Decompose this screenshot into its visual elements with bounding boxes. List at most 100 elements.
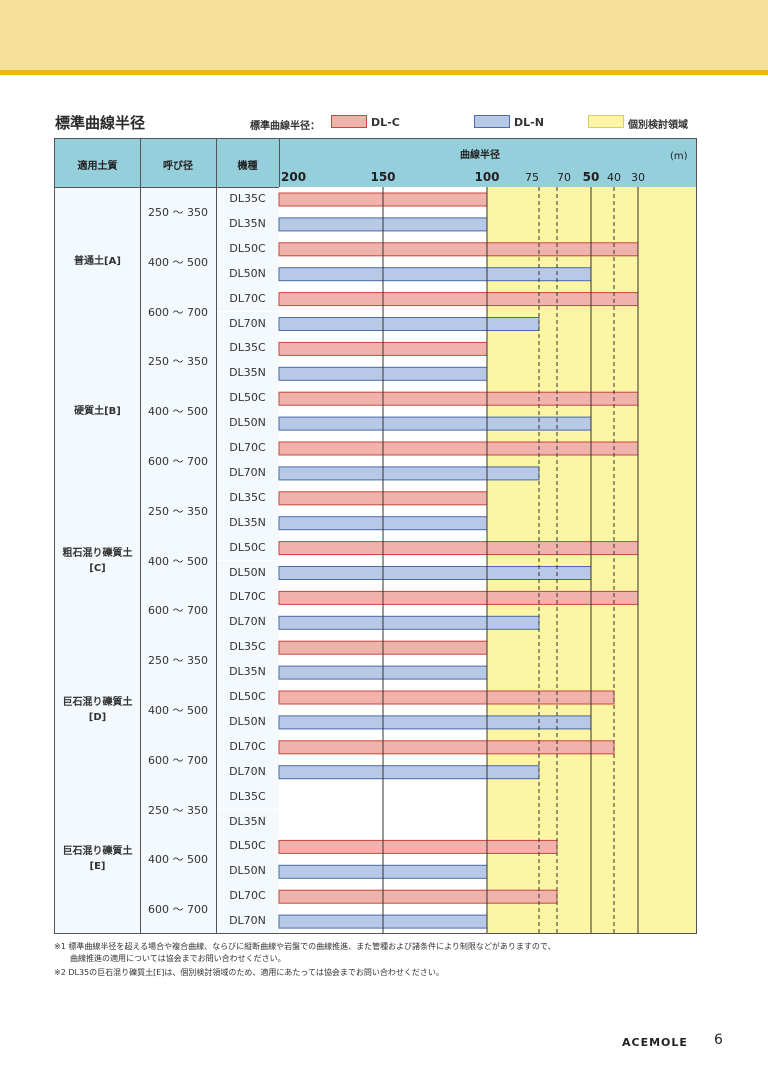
model-cell — [216, 784, 279, 810]
model-label: DL70C — [229, 590, 266, 604]
model-cell — [216, 660, 279, 685]
model-label: DL70N — [229, 465, 266, 479]
legend-text-dl-n: DL-N — [514, 116, 544, 129]
caliber-cell — [140, 685, 216, 735]
model-label: DL35C — [229, 789, 266, 803]
bar-dl70c-0 — [278, 292, 639, 307]
note-1-line-2: 曲線推進の適用については協会までお問い合わせください。 — [70, 954, 286, 963]
legend-text-dl-c: DL-C — [371, 116, 400, 129]
x-tick-label-70: 70 — [557, 171, 571, 184]
header-model: 機種 — [237, 161, 258, 172]
model-label: DL70C — [229, 441, 266, 454]
bar-dl50c-4 — [278, 839, 558, 854]
caliber-cell — [140, 585, 216, 636]
caliber-label: 400 ～ 500 — [148, 405, 208, 419]
model-cell — [216, 610, 279, 636]
x-tick-label-200: 200 — [281, 170, 306, 184]
caliber-label: 400 ～ 500 — [148, 554, 208, 568]
soil-cell — [55, 485, 140, 636]
caliber-cell — [140, 635, 216, 685]
soil-label: 硬質土[B] — [74, 405, 121, 417]
model-label: DL35C — [229, 192, 266, 205]
model-label: DL35N — [229, 665, 266, 679]
note-2: ※2 DL35の巨石混り礫質土[E]は、個別検討領域のため、適用にあたっては協会… — [54, 968, 444, 977]
bar-dl70n-3 — [278, 765, 540, 780]
page-number: 6 — [714, 1032, 723, 1048]
model-cell — [216, 460, 279, 486]
bar-dl50n-0 — [278, 267, 592, 282]
caliber-label: 600 ～ 700 — [148, 604, 208, 618]
bar-dl70c-3 — [278, 740, 615, 755]
caliber-label: 250 ～ 350 — [148, 803, 208, 817]
header-radius: 曲線半径 — [460, 150, 500, 161]
caliber-cell — [140, 884, 216, 934]
model-label: DL50N — [229, 416, 266, 430]
model-label: DL50N — [229, 565, 266, 579]
model-cell — [216, 510, 279, 536]
caliber-cell — [140, 535, 216, 586]
caliber-cell — [140, 336, 216, 387]
header-unit: (m) — [670, 151, 688, 162]
caliber-label: 250 ～ 350 — [148, 504, 208, 518]
note-1-line-1: ※1 標準曲線半径を超える場合や複合曲線、ならびに縦断曲線や岩盤での曲線推進、ま… — [54, 942, 556, 951]
legend-swatch-individual — [588, 115, 624, 128]
caliber-label: 400 ～ 500 — [148, 853, 208, 867]
x-tick-label-30: 30 — [631, 171, 645, 184]
soil-label: 巨石混り礫質土 [D] — [62, 696, 133, 723]
column-divider — [140, 139, 141, 934]
bar-dl50c-0 — [278, 242, 639, 257]
soil-label: 普通土[A] — [74, 256, 121, 268]
bar-dl50c-1 — [278, 391, 639, 406]
bar-dl50c-3 — [278, 690, 615, 705]
model-cell — [216, 436, 279, 461]
bar-dl70n-0 — [278, 317, 540, 331]
top-banner — [0, 0, 768, 70]
x-tick-label-50: 50 — [583, 170, 600, 184]
soil-cell — [55, 784, 140, 934]
model-label: DL35C — [229, 341, 266, 355]
model-label: DL70N — [229, 316, 266, 330]
model-cell — [216, 411, 279, 436]
caliber-label: 250 ～ 350 — [148, 355, 208, 369]
model-cell — [216, 759, 279, 785]
caliber-cell — [140, 187, 216, 237]
caliber-label: 250 ～ 350 — [148, 205, 208, 219]
caliber-cell — [140, 834, 216, 885]
header-soil: 適用土質 — [77, 161, 118, 172]
model-label: DL70C — [229, 739, 266, 753]
bar-dl50n-3 — [278, 715, 592, 730]
model-label: DL50N — [229, 714, 266, 728]
bar-dl50n-1 — [278, 416, 592, 431]
model-cell — [216, 884, 279, 910]
model-label: DL35C — [229, 490, 266, 504]
caliber-label: 250 ～ 350 — [148, 654, 208, 668]
x-tick-label-40: 40 — [607, 171, 621, 184]
caliber-cell — [140, 734, 216, 785]
soil-cell — [55, 187, 140, 337]
model-label: DL50C — [229, 241, 266, 255]
top-accent-line — [0, 70, 768, 75]
legend-swatch-dl-c — [331, 115, 367, 128]
model-label: DL70N — [229, 615, 266, 629]
table-header — [55, 139, 696, 187]
header-caliber: 呼び径 — [163, 161, 193, 172]
bar-dl50n-2 — [278, 566, 592, 580]
model-label: DL50N — [229, 864, 266, 878]
caliber-label: 600 ～ 700 — [148, 454, 208, 468]
model-cell — [216, 485, 279, 511]
soil-cell — [55, 336, 140, 486]
x-tick-label-150: 150 — [370, 170, 395, 184]
model-label: DL35N — [229, 515, 266, 529]
column-divider — [216, 139, 217, 934]
model-label: DL50C — [229, 690, 266, 703]
soil-label: 巨石混り礫質土 [E] — [62, 846, 133, 873]
model-cell — [216, 286, 279, 312]
model-cell — [216, 261, 279, 287]
model-label: DL50N — [229, 266, 266, 280]
caliber-label: 400 ～ 500 — [148, 703, 208, 717]
x-tick-label-100: 100 — [474, 170, 499, 184]
soil-label: 粗石混り礫質土 [C] — [62, 547, 133, 574]
model-cell — [216, 187, 279, 212]
caliber-cell — [140, 236, 216, 287]
